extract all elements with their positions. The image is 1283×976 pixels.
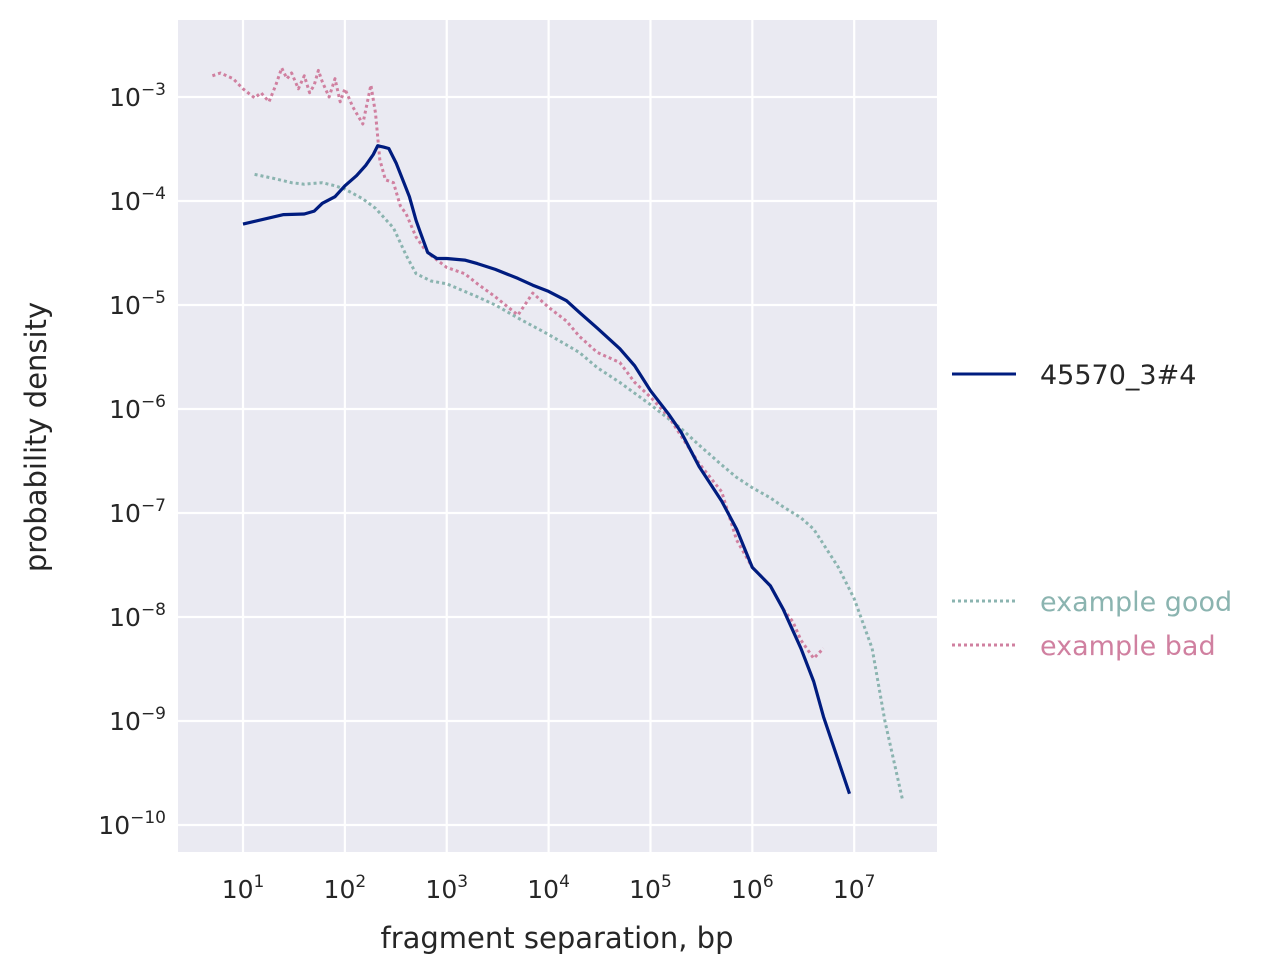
- y-tick-label: 10−4: [109, 184, 166, 216]
- y-tick-label: 10−3: [109, 80, 166, 112]
- series-line-45570-3-4: [242, 144, 852, 795]
- legend-label-sample: 45570_3#4: [1040, 360, 1196, 391]
- series-line-example-bad: [211, 66, 825, 660]
- y-tick-label: 10−10: [98, 808, 166, 840]
- x-tick-label: 102: [324, 872, 367, 904]
- x-tick-labels: 101 102 103 104 105 106 107: [222, 872, 876, 904]
- y-tick-label: 10−6: [109, 392, 166, 424]
- grid: [178, 20, 937, 852]
- y-tick-label: 10−5: [109, 288, 166, 320]
- y-tick-label: 10−9: [109, 704, 166, 736]
- x-tick-label: 106: [731, 872, 774, 904]
- plot-area: [178, 20, 937, 852]
- legend-label-bad: example bad: [1040, 631, 1216, 662]
- y-tick-label: 10−8: [109, 600, 166, 632]
- x-tick-label: 101: [222, 872, 265, 904]
- y-axis-label: probability density: [19, 302, 53, 572]
- x-tick-label: 104: [527, 872, 570, 904]
- legend-label-good: example good: [1040, 587, 1232, 618]
- x-tick-label: 103: [425, 872, 468, 904]
- series-line-example-good: [254, 172, 905, 802]
- y-tick-labels: 10−3 10−4 10−5 10−6 10−7 10−8 10−9 10−10: [98, 80, 166, 840]
- x-tick-label: 107: [833, 872, 876, 904]
- series-group: [211, 66, 905, 802]
- legend: 45570_3#4 example good example bad: [952, 360, 1232, 662]
- x-axis-label: fragment separation, bp: [381, 921, 734, 955]
- x-tick-label: 105: [629, 872, 672, 904]
- y-tick-label: 10−7: [109, 496, 166, 528]
